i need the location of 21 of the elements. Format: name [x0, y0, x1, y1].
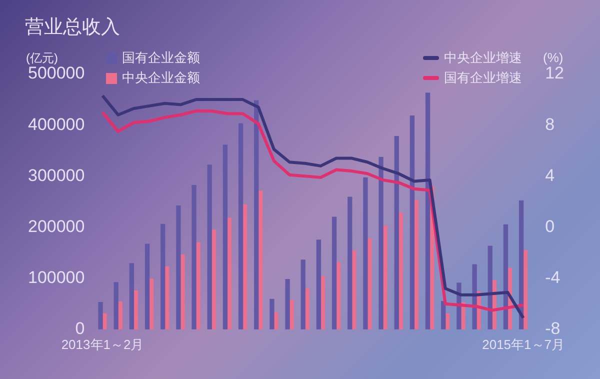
x-tick-label: 2013年1～2月: [61, 336, 144, 352]
y-tick-label: 300000: [28, 166, 85, 185]
y-tick-label: 100000: [28, 268, 85, 288]
y2-axis-title: (%): [543, 50, 564, 65]
y-tick-label: 500000: [28, 64, 85, 83]
y-axis-title: (亿元): [26, 50, 58, 66]
legend-label: 中央企业增速: [444, 49, 522, 67]
y2-tick-label: 8: [545, 114, 555, 134]
y2-tick-label: -8: [545, 319, 560, 338]
y-tick-label: 400000: [28, 114, 85, 134]
y2-tick-label: 0: [545, 216, 555, 236]
chart-title: 营业总收入: [25, 16, 120, 40]
y2-tick-label: 4: [545, 166, 555, 185]
legend-label: 中央企业金额: [122, 69, 200, 87]
legend-label: 国有企业增速: [444, 69, 522, 87]
y-tick-label: 200000: [28, 216, 85, 236]
legend-label: 国有企业金额: [122, 49, 200, 67]
x-tick-label: 2015年1～7月: [482, 336, 564, 352]
y2-tick-label: 12: [545, 64, 564, 83]
y-tick-label: 0: [75, 319, 85, 338]
y2-tick-label: -4: [545, 268, 560, 288]
